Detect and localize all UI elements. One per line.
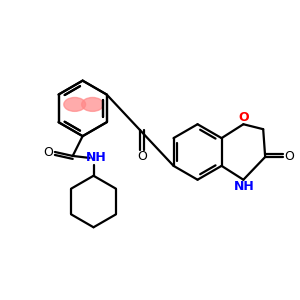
Text: O: O (284, 150, 294, 164)
Ellipse shape (64, 98, 86, 111)
Text: O: O (137, 150, 147, 164)
Text: O: O (43, 146, 53, 160)
Text: NH: NH (234, 180, 255, 193)
Text: NH: NH (86, 152, 107, 164)
Ellipse shape (82, 98, 104, 111)
Text: O: O (238, 111, 249, 124)
